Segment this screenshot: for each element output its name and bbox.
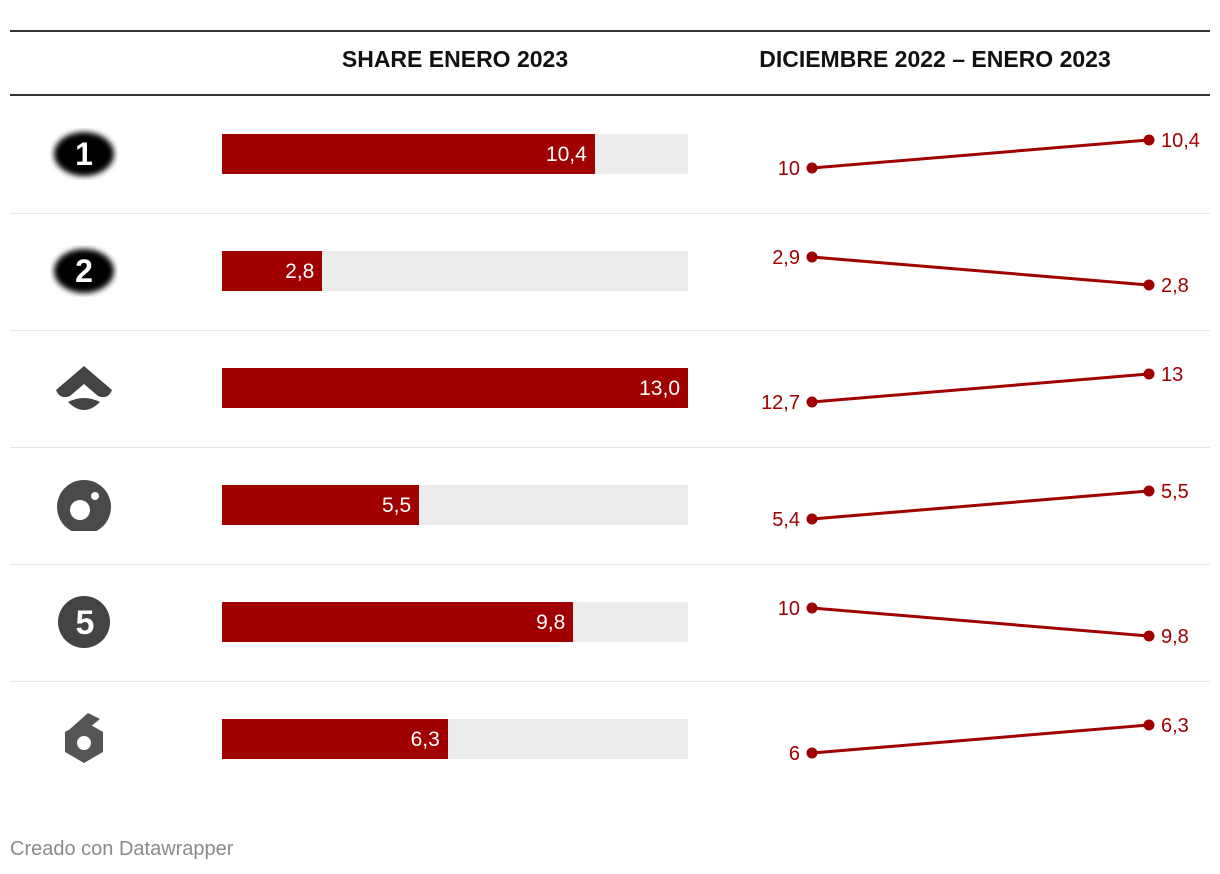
slope-label-jan-lasexta: 6,3 — [1161, 715, 1189, 737]
slope-line-la1 — [811, 138, 1150, 170]
lasexta-logo-icon — [65, 713, 103, 763]
slope-line-cuatro — [811, 489, 1150, 521]
bar-track: 10,4 — [222, 134, 688, 174]
slope-point-jan-la2 — [1143, 279, 1155, 291]
slope-label-jan-telecinco: 9,8 — [1161, 626, 1189, 648]
share-column-header: SHARE ENERO 2023 — [341, 46, 569, 72]
la1-logo-text: 1 — [75, 136, 93, 172]
slope-point-dec-lasexta — [806, 747, 818, 759]
slope-label-dec-lasexta: 6 — [789, 743, 800, 765]
slope-point-dec-la1 — [806, 162, 818, 174]
bar-antena3: 13,0 — [222, 368, 688, 408]
bar-value-label: 10,4 — [545, 143, 587, 166]
bar-track: 2,8 — [222, 251, 688, 291]
table-row-la2: 2 2,8 — [10, 213, 1210, 331]
bar-cuatro: 5,5 — [222, 485, 420, 525]
bar-track: 5,5 — [222, 485, 688, 525]
slope-label-jan-la2: 2,8 — [1161, 275, 1189, 297]
slope-point-dec-antena3 — [806, 396, 818, 408]
la2-logo-text: 2 — [75, 253, 93, 289]
slope-line-la2 — [811, 255, 1150, 287]
bar-lasexta: 6,3 — [222, 719, 448, 759]
slope-label-dec-telecinco: 10 — [778, 598, 800, 620]
table-row-antena3: 13,0 — [10, 330, 1210, 448]
slope-label-dec-la2: 2,9 — [772, 247, 800, 269]
telecinco-logo-icon: 5 — [58, 596, 110, 648]
slope-label-dec-cuatro: 5,4 — [772, 509, 800, 531]
table-row-cuatro: 5,5 — [10, 447, 1210, 565]
table-row-telecinco: 5 9,8 — [10, 564, 1210, 682]
la1-logo-icon: 1 — [54, 132, 114, 176]
la2-logo-icon: 2 — [54, 249, 114, 293]
antena3-logo-icon — [56, 366, 112, 410]
slope-label-jan-la1: 10,4 — [1161, 130, 1200, 152]
bar-value-label: 13,0 — [639, 377, 680, 400]
bar-la1: 10,4 — [222, 134, 595, 174]
top-rule — [10, 30, 1210, 32]
bar-la2: 2,8 — [222, 251, 323, 291]
table-row-lasexta: 6,3 — [10, 681, 1210, 798]
slope-label-dec-la1: 10 — [778, 158, 800, 180]
slope-point-jan-la1 — [1143, 134, 1155, 146]
bar-value-label: 5,5 — [381, 494, 412, 517]
slope-point-jan-antena3 — [1143, 368, 1155, 380]
slope-point-dec-cuatro — [806, 513, 818, 525]
slope-point-dec-la2 — [806, 251, 818, 263]
bar-value-label: 2,8 — [285, 260, 315, 283]
slope-line-lasexta — [811, 723, 1150, 755]
slope-label-jan-cuatro: 5,5 — [1161, 481, 1189, 503]
slope-label-jan-antena3: 13 — [1161, 364, 1183, 386]
telecinco-logo-text: 5 — [76, 604, 95, 642]
bar-value-label: 6,3 — [410, 728, 440, 751]
cuatro-logo-icon — [57, 480, 111, 531]
bar-track: 9,8 — [222, 602, 688, 642]
slope-line-antena3 — [811, 372, 1150, 404]
table-row-la1: 1 10,4 — [10, 96, 1210, 214]
change-column-header: DICIEMBRE 2022 – ENERO 2023 — [759, 46, 1111, 72]
header-rule — [10, 94, 1210, 96]
slope-point-jan-lasexta — [1143, 719, 1155, 731]
bar-telecinco: 9,8 — [222, 602, 574, 642]
bar-track: 13,0 — [222, 368, 688, 408]
slope-label-dec-antena3: 12,7 — [761, 392, 800, 414]
slope-point-jan-telecinco — [1143, 630, 1155, 642]
bar-track: 6,3 — [222, 719, 688, 759]
slope-point-dec-telecinco — [806, 602, 818, 614]
footer-credit: Creado con Datawrapper — [10, 838, 234, 860]
slope-line-telecinco — [811, 606, 1150, 638]
slope-point-jan-cuatro — [1143, 485, 1155, 497]
bar-value-label: 9,8 — [536, 611, 566, 634]
